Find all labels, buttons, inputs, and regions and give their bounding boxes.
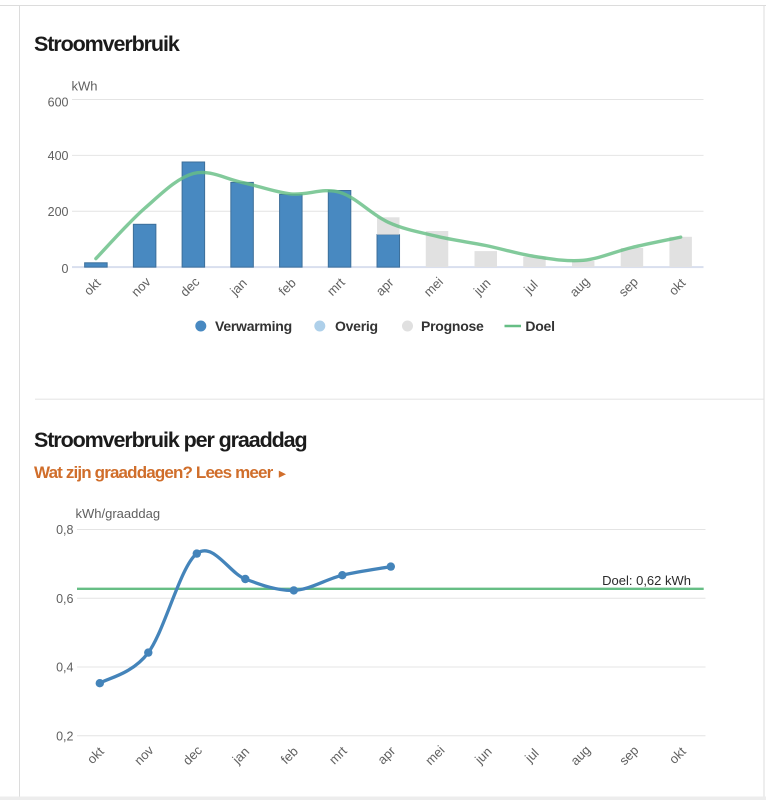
svg-text:0,8: 0,8	[56, 523, 73, 537]
svg-text:Wat zijn graaddagen? Lees meer: Wat zijn graaddagen? Lees meer	[34, 463, 274, 482]
svg-text:Stroomverbruik per graaddag: Stroomverbruik per graaddag	[34, 428, 307, 452]
svg-text:0,2: 0,2	[56, 729, 73, 743]
svg-text:400: 400	[48, 149, 69, 163]
svg-text:0,6: 0,6	[56, 592, 73, 606]
svg-text:Prognose: Prognose	[421, 318, 484, 334]
svg-text:0,4: 0,4	[56, 661, 73, 675]
svg-text:Doel: Doel	[525, 318, 554, 334]
svg-text:Doel: 0,62 kWh: Doel: 0,62 kWh	[602, 573, 691, 588]
svg-text:Stroomverbruik: Stroomverbruik	[34, 32, 180, 56]
svg-text:Verwarming: Verwarming	[215, 318, 292, 334]
svg-text:kWh/graaddag: kWh/graaddag	[76, 506, 161, 521]
svg-text:0: 0	[62, 262, 69, 276]
svg-text:kWh: kWh	[72, 79, 98, 94]
svg-text:600: 600	[48, 96, 69, 110]
svg-text:Overig: Overig	[335, 318, 378, 334]
svg-text:200: 200	[48, 205, 69, 219]
